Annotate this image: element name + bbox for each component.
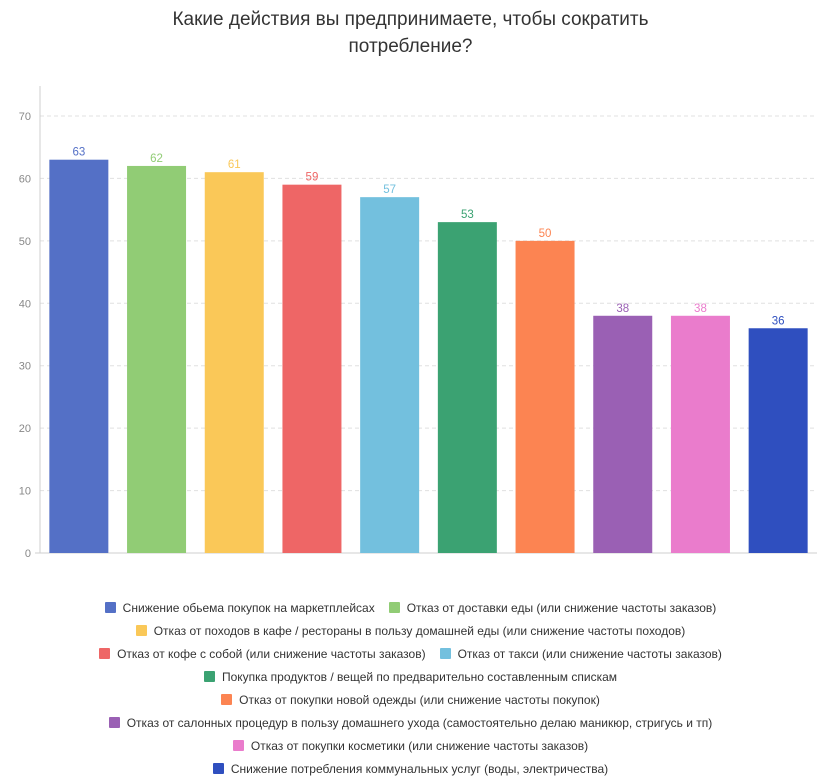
data-label: 57	[383, 184, 396, 196]
legend-label: Покупка продуктов / вещей по предварител…	[221, 669, 618, 684]
legend-item[interactable]: Покупка продуктов / вещей по предварител…	[203, 669, 618, 684]
legend-swatch	[388, 602, 400, 613]
legend-row: Отказ от покупки новой одежды (или сниже…	[0, 688, 821, 711]
legend-label: Отказ от доставки еды (или снижение част…	[406, 600, 717, 615]
legend-swatch	[232, 740, 244, 751]
legend-item[interactable]: Отказ от покупки косметики (или снижение…	[232, 738, 589, 753]
chart-title-line-1: Какие действия вы предпринимаете, чтобы …	[172, 9, 649, 30]
legend-label: Отказ от покупки косметики (или снижение…	[250, 738, 589, 753]
legend-item[interactable]: Отказ от кофе с собой (или снижение част…	[99, 647, 426, 661]
y-tick-label: 30	[19, 361, 31, 373]
legend-swatch	[439, 648, 451, 659]
legend-row: Отказ от походов в кафе / рестораны в по…	[0, 619, 821, 642]
legend-item[interactable]: Отказ от покупки новой одежды (или сниже…	[221, 693, 600, 707]
bar	[593, 315, 653, 553]
bar	[748, 328, 808, 553]
legend-swatch	[104, 602, 116, 613]
legend-label: Отказ от такси (или снижение частоты зак…	[457, 646, 722, 661]
legend-item[interactable]: Отказ от походов в кафе / рестораны в по…	[135, 623, 686, 638]
bar	[127, 165, 187, 553]
y-tick-label: 0	[25, 548, 31, 560]
legend-label: Отказ от походов в кафе / рестораны в по…	[153, 623, 686, 638]
legend-swatch	[221, 694, 233, 705]
chart-title: Какие действия вы предпринимаете, чтобы …	[0, 6, 821, 60]
bar	[670, 315, 730, 553]
y-tick-label: 70	[19, 111, 31, 123]
legend-row: Снижение потребления коммунальных услуг …	[0, 757, 821, 780]
data-label: 36	[772, 315, 785, 327]
legend-item[interactable]: Снижение обьема покупок на маркетплейсах	[104, 600, 375, 615]
chart-title-line-2: потребление?	[348, 36, 473, 57]
data-label: 50	[539, 228, 552, 240]
data-label: 38	[616, 303, 629, 315]
legend-label: Снижение обьема покупок на маркетплейсах	[122, 600, 375, 615]
data-label: 63	[72, 147, 85, 159]
legend-item[interactable]: Снижение потребления коммунальных услуг …	[212, 761, 609, 776]
y-tick-label: 20	[19, 423, 31, 435]
bar	[360, 197, 420, 553]
legend-row: Отказ от кофе с собой (или снижение част…	[0, 642, 821, 665]
legend-label: Отказ от покупки новой одежды (или сниже…	[239, 692, 600, 707]
bar-chart: 0 10 20 30 40 50 60 70 63 62 61 59 57 53 50 38 38 36	[19, 86, 817, 560]
legend-swatch	[99, 648, 111, 659]
legend-row: Покупка продуктов / вещей по предварител…	[0, 665, 821, 688]
chart-legend: Снижение обьема покупок на маркетплейсах…	[0, 596, 821, 780]
legend-item[interactable]: Отказ от салонных процедур в пользу дома…	[108, 715, 713, 730]
bar	[49, 159, 109, 553]
legend-label: Отказ от салонных процедур в пользу дома…	[126, 715, 713, 730]
legend-row: Отказ от салонных процедур в пользу дома…	[0, 711, 821, 734]
data-label: 62	[150, 153, 163, 165]
legend-swatch	[212, 763, 224, 774]
data-label: 61	[228, 159, 241, 171]
bar	[204, 172, 264, 553]
legend-label: Снижение потребления коммунальных услуг …	[230, 761, 609, 776]
data-label: 53	[461, 209, 474, 221]
legend-swatch	[135, 625, 147, 636]
y-tick-label: 40	[19, 298, 31, 310]
y-tick-label: 50	[19, 236, 31, 248]
bar	[437, 222, 497, 553]
legend-swatch	[203, 671, 215, 682]
data-label: 59	[306, 172, 319, 184]
legend-item[interactable]: Отказ от такси (или снижение частоты зак…	[439, 646, 722, 661]
legend-row: Снижение обьема покупок на маркетплейсах…	[0, 596, 821, 619]
bar	[515, 240, 575, 553]
data-label: 38	[694, 303, 707, 315]
y-tick-label: 10	[19, 486, 31, 498]
legend-label: Отказ от кофе с собой (или снижение част…	[117, 646, 426, 661]
legend-swatch	[108, 717, 120, 728]
legend-row: Отказ от покупки косметики (или снижение…	[0, 734, 821, 757]
y-tick-label: 60	[19, 173, 31, 185]
bar	[282, 184, 342, 553]
legend-item[interactable]: Отказ от доставки еды (или снижение част…	[388, 600, 717, 615]
